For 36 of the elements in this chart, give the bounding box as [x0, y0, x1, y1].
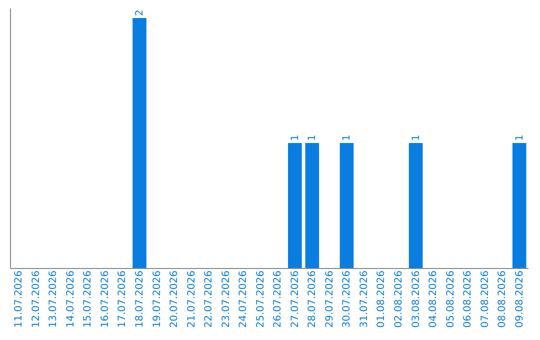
x-tick-label: 05.08.2026 [445, 270, 456, 328]
x-tick-label: 27.07.2026 [290, 270, 301, 328]
data-label: 1 [342, 134, 353, 141]
data-label: 2 [134, 10, 146, 16]
x-tick-label: 06.08.2026 [462, 270, 474, 328]
x-tick-label: 28.07.2026 [307, 270, 318, 328]
data-label: 1 [410, 134, 422, 141]
x-tick-label: 18.07.2026 [134, 270, 146, 328]
x-tick-label: 14.07.2026 [65, 270, 76, 328]
data-label: 1 [307, 134, 318, 141]
x-tick-label: 29.07.2026 [324, 270, 336, 328]
x-tick-label: 26.07.2026 [272, 270, 284, 328]
x-tick-label: 12.07.2026 [30, 270, 42, 328]
x-tick-label: 24.07.2026 [238, 270, 250, 328]
x-tick-label: 23.07.2026 [220, 270, 232, 328]
x-tick-label: 02.08.2026 [394, 270, 404, 328]
x-tick-label: 22.07.2026 [204, 270, 215, 328]
x-tick-label: 07.08.2026 [480, 270, 491, 328]
x-tick-label: 17.07.2026 [117, 270, 128, 328]
x-tick-label: 03.08.2026 [410, 270, 422, 328]
x-tick-label: 13.07.2026 [48, 270, 60, 328]
x-tick-label: 21.07.2026 [186, 270, 198, 328]
x-tick-label: 11.07.2026 [14, 270, 25, 328]
x-tick-label: 09.08.2026 [514, 270, 526, 328]
x-tick-label: 20.07.2026 [169, 270, 180, 328]
x-tick-label: 16.07.2026 [100, 270, 111, 328]
x-tick-label: 31.07.2026 [358, 270, 370, 328]
x-tick-label: 30.07.2026 [342, 270, 353, 328]
x-tick-label: 08.08.2026 [497, 270, 508, 328]
data-label: 1 [290, 134, 301, 141]
x-tick-label: 15.07.2026 [82, 270, 94, 328]
x-tick-label: 01.08.2026 [376, 270, 388, 328]
x-tick-label: 19.07.2026 [152, 270, 163, 328]
x-tick-label: 04.08.2026 [428, 270, 440, 328]
x-tick-label: 25.07.2026 [255, 270, 266, 328]
data-label: 1 [514, 134, 526, 141]
